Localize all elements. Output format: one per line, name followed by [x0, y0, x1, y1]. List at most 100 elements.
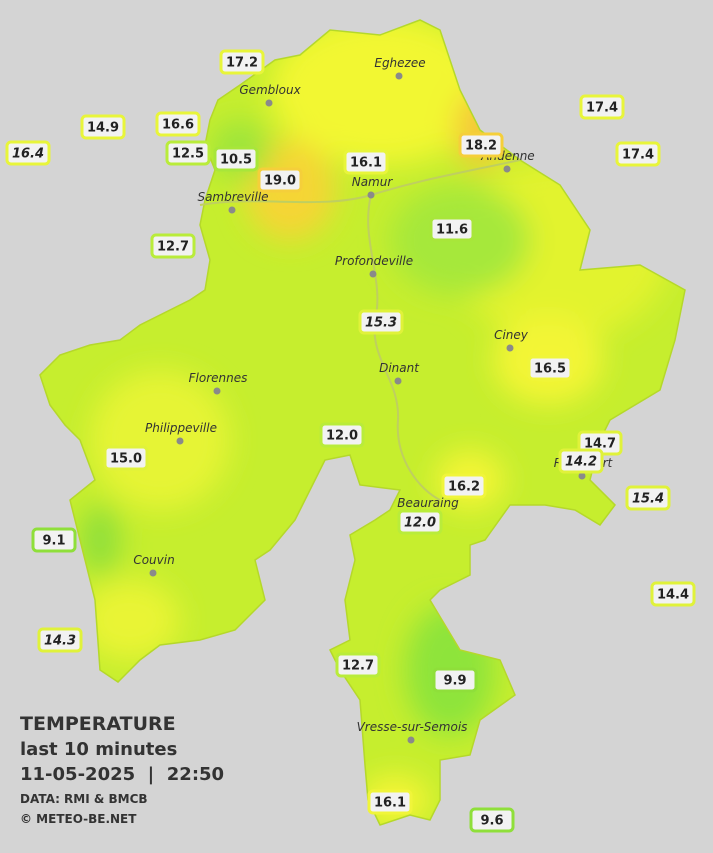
station-value: 17.4	[586, 101, 618, 116]
city-dot	[503, 165, 511, 173]
station-value: 15.0	[110, 452, 142, 467]
station: 16.6	[155, 111, 201, 137]
station-value: 15.4	[632, 492, 664, 507]
city-dot	[176, 437, 184, 445]
station-value: 10.5	[220, 153, 252, 168]
station: 14.9	[80, 114, 126, 140]
city-dot	[369, 270, 377, 278]
station-value: 17.4	[622, 148, 654, 163]
station: 9.1	[31, 527, 77, 553]
station-box	[103, 445, 149, 471]
station-value: 14.7	[584, 437, 616, 452]
station-box	[441, 473, 487, 499]
station: 17.4	[579, 94, 625, 120]
station-value: 15.3	[365, 316, 397, 331]
station: 14.3	[37, 627, 83, 653]
station-box	[155, 111, 201, 137]
legend-period: last 10 minutes	[20, 739, 177, 760]
station-box	[31, 527, 77, 553]
station: 15.3	[358, 309, 404, 335]
station: 16.1	[343, 149, 389, 175]
city-label: Namur	[352, 175, 394, 189]
city-dot	[506, 344, 514, 352]
station-box	[5, 140, 51, 166]
legend-copyright: © METEO-BE.NET	[20, 812, 137, 826]
station-box	[358, 309, 404, 335]
city-dot	[149, 569, 157, 577]
station-value: 12.7	[342, 659, 374, 674]
station-box	[213, 146, 259, 172]
station-box	[80, 114, 126, 140]
station-value: 18.2	[465, 139, 497, 154]
station-value: 19.0	[264, 174, 296, 189]
station: 15.4	[625, 485, 671, 511]
station-value: 16.1	[374, 796, 406, 811]
city-label: Sambreville	[197, 190, 268, 204]
city-dot	[265, 99, 273, 107]
station-box	[37, 627, 83, 653]
station-box	[650, 581, 696, 607]
station-value: 12.0	[404, 516, 436, 531]
city-label: Gembloux	[239, 83, 301, 97]
station: 9.6	[469, 807, 515, 833]
station: 15.0	[103, 445, 149, 471]
city-label: Vresse-sur-Semois	[357, 720, 468, 734]
station: 14.2	[558, 448, 604, 474]
station: 16.2	[441, 473, 487, 499]
station-box	[150, 233, 196, 259]
station-value: 12.5	[172, 147, 204, 162]
station-value: 16.1	[350, 156, 382, 171]
station: 12.5	[165, 140, 211, 166]
station: 14.4	[650, 581, 696, 607]
city-dot	[367, 191, 375, 199]
city-label: Florennes	[189, 371, 248, 385]
river	[367, 194, 441, 501]
city-dot	[407, 736, 415, 744]
city-dot	[213, 387, 221, 395]
station-box	[319, 422, 365, 448]
legend: TEMPERATURE last 10 minutes 11-05-2025 |…	[20, 713, 224, 826]
station-box	[615, 141, 661, 167]
station-box	[367, 789, 413, 815]
station-value: 9.9	[443, 674, 466, 689]
station-box	[558, 448, 604, 474]
station: 16.1	[367, 789, 413, 815]
station-value: 11.6	[436, 223, 468, 238]
station-box	[458, 132, 504, 158]
station: 17.2	[219, 49, 265, 75]
station-value: 12.7	[157, 240, 189, 255]
station: 19.0	[257, 167, 303, 193]
station: 17.4	[615, 141, 661, 167]
station-value: 14.3	[44, 634, 76, 649]
station-value: 14.4	[657, 588, 689, 603]
city-label: Dinant	[379, 361, 420, 375]
station-value: 16.4	[12, 147, 44, 162]
station: 18.2	[458, 132, 504, 158]
city-dot	[394, 377, 402, 385]
city-dot	[578, 472, 586, 480]
station-box	[527, 355, 573, 381]
station-box	[579, 94, 625, 120]
legend-datetime: 11-05-2025 | 22:50	[20, 764, 224, 785]
station-value: 17.2	[226, 56, 258, 71]
station: 11.6	[429, 216, 475, 242]
station-value: 16.6	[162, 118, 194, 133]
station: 12.7	[335, 652, 381, 678]
station: 9.9	[432, 667, 478, 693]
station-value: 9.6	[480, 814, 503, 829]
station-box	[165, 140, 211, 166]
station: 10.5	[213, 146, 259, 172]
station-box	[469, 807, 515, 833]
station-box	[219, 49, 265, 75]
legend-title: TEMPERATURE	[20, 713, 176, 735]
city-label: Beauraing	[397, 496, 459, 510]
station-box	[335, 652, 381, 678]
station: 12.0	[397, 509, 443, 535]
station-value: 9.1	[42, 534, 65, 549]
station-value: 12.0	[326, 429, 358, 444]
station: 16.4	[5, 140, 51, 166]
station-box	[257, 167, 303, 193]
station-value: 14.2	[565, 455, 597, 470]
station: 12.7	[150, 233, 196, 259]
